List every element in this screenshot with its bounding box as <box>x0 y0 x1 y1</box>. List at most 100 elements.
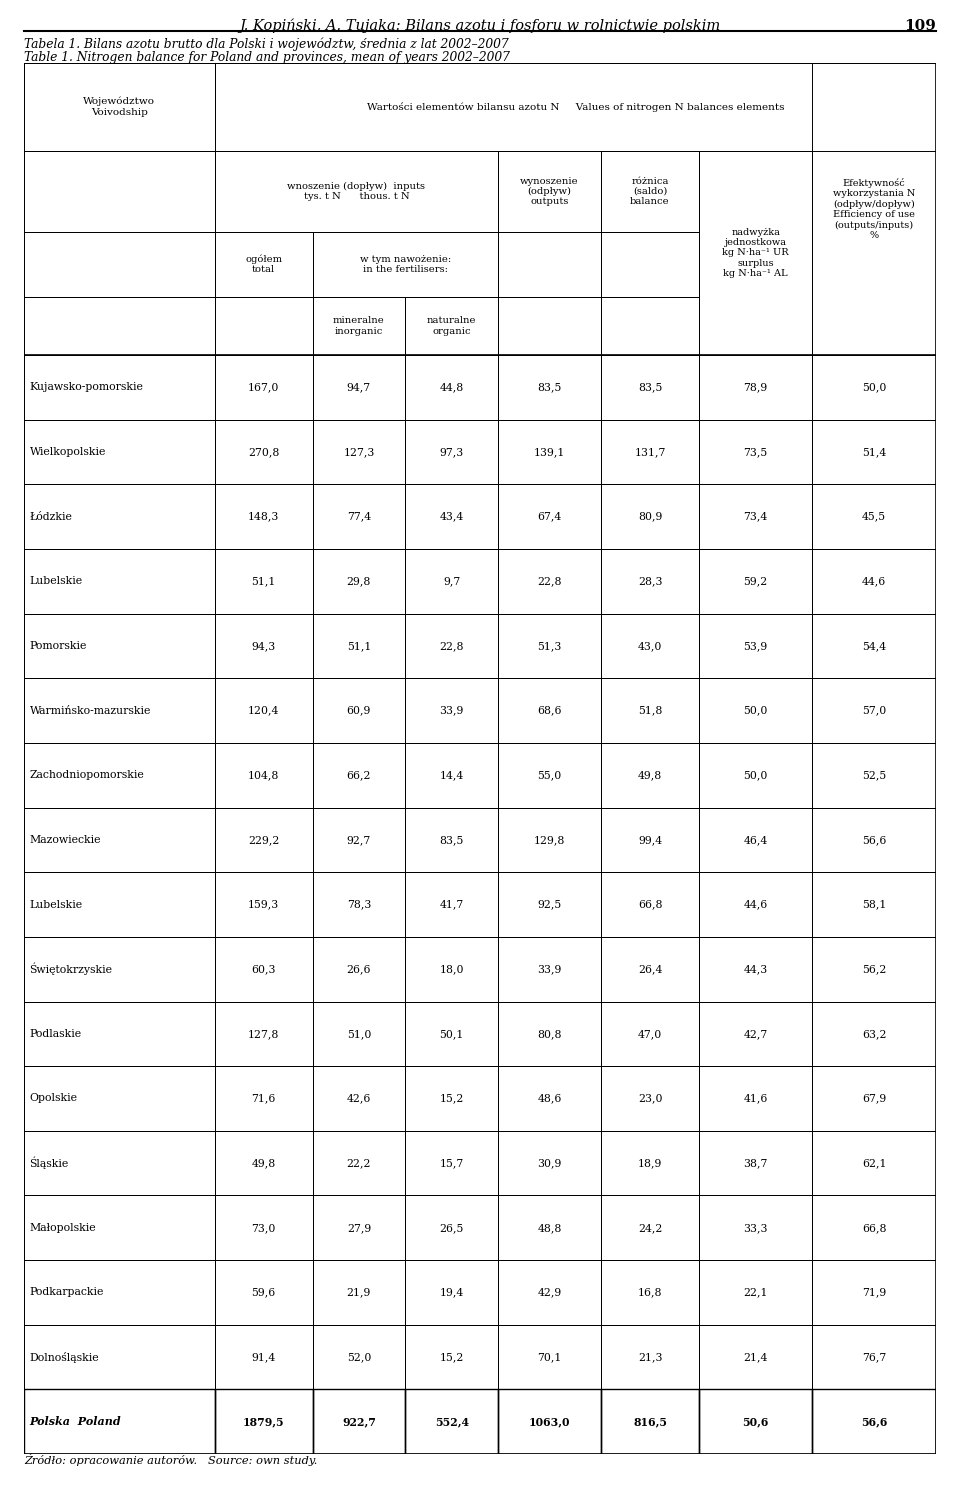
Text: 66,2: 66,2 <box>347 770 372 781</box>
Bar <box>699 613 812 679</box>
Bar <box>812 1325 936 1390</box>
Bar <box>24 679 215 744</box>
Text: Łódzkie: Łódzkie <box>30 511 72 522</box>
Text: 26,5: 26,5 <box>440 1223 464 1232</box>
Bar <box>601 150 699 232</box>
Text: 26,6: 26,6 <box>347 964 372 974</box>
Text: 58,1: 58,1 <box>862 899 886 910</box>
Bar <box>601 744 699 808</box>
Bar <box>24 1325 215 1390</box>
Text: mineralne
inorganic: mineralne inorganic <box>333 316 385 336</box>
Bar <box>498 549 601 613</box>
Text: 18,9: 18,9 <box>637 1159 662 1168</box>
Bar <box>699 808 812 872</box>
Text: 83,5: 83,5 <box>538 382 562 393</box>
Text: Pomorskie: Pomorskie <box>30 642 86 651</box>
Text: 83,5: 83,5 <box>637 382 662 393</box>
Bar <box>601 484 699 549</box>
Bar <box>699 484 812 549</box>
Bar <box>812 484 936 549</box>
Bar <box>601 420 699 484</box>
Bar <box>812 1390 936 1454</box>
Text: 63,2: 63,2 <box>862 1028 886 1039</box>
Text: 44,6: 44,6 <box>744 899 768 910</box>
Text: 22,8: 22,8 <box>538 576 562 586</box>
Bar <box>699 1325 812 1390</box>
Bar <box>215 63 936 150</box>
Bar <box>405 1261 498 1325</box>
Bar <box>24 232 215 297</box>
Bar <box>313 808 405 872</box>
Bar <box>405 808 498 872</box>
Text: 120,4: 120,4 <box>248 706 279 715</box>
Bar <box>699 1066 812 1130</box>
Bar <box>313 484 405 549</box>
Bar <box>313 1196 405 1261</box>
Bar <box>215 1066 313 1130</box>
Bar <box>24 549 215 613</box>
Text: 816,5: 816,5 <box>633 1417 667 1427</box>
Bar <box>601 808 699 872</box>
Text: 91,4: 91,4 <box>252 1352 276 1363</box>
Bar <box>601 1130 699 1196</box>
Text: 42,6: 42,6 <box>347 1093 372 1103</box>
Text: w tym nawożenie:
in the fertilisers:: w tym nawożenie: in the fertilisers: <box>360 255 451 274</box>
Bar <box>405 1196 498 1261</box>
Bar <box>215 808 313 872</box>
Bar <box>812 63 936 355</box>
Text: 51,1: 51,1 <box>252 576 276 586</box>
Bar <box>812 1130 936 1196</box>
Text: 270,8: 270,8 <box>248 447 279 457</box>
Text: 38,7: 38,7 <box>743 1159 768 1168</box>
Bar <box>699 937 812 1001</box>
Text: 1879,5: 1879,5 <box>243 1417 284 1427</box>
Text: 52,5: 52,5 <box>862 770 886 781</box>
Text: Polska  Poland: Polska Poland <box>30 1417 121 1427</box>
Bar <box>215 744 313 808</box>
Text: 42,9: 42,9 <box>538 1288 562 1298</box>
Bar <box>24 872 215 937</box>
Bar <box>601 1196 699 1261</box>
Bar <box>215 549 313 613</box>
Bar <box>699 1261 812 1325</box>
Text: 56,2: 56,2 <box>862 964 886 974</box>
Text: 59,6: 59,6 <box>252 1288 276 1298</box>
Bar <box>24 150 215 232</box>
Bar <box>699 1130 812 1196</box>
Text: 131,7: 131,7 <box>635 447 665 457</box>
Bar <box>24 613 215 679</box>
Text: 148,3: 148,3 <box>248 511 279 522</box>
Bar <box>405 872 498 937</box>
Text: 44,6: 44,6 <box>862 576 886 586</box>
Bar <box>24 355 215 420</box>
Bar <box>812 1196 936 1261</box>
Bar <box>313 232 498 297</box>
Text: Mazowieckie: Mazowieckie <box>30 835 101 845</box>
Text: 62,1: 62,1 <box>862 1159 886 1168</box>
Text: Warmińsko-mazurskie: Warmińsko-mazurskie <box>30 706 151 715</box>
Text: 41,7: 41,7 <box>440 899 464 910</box>
Text: 22,2: 22,2 <box>347 1159 372 1168</box>
Text: 44,8: 44,8 <box>440 382 464 393</box>
Text: 78,3: 78,3 <box>347 899 372 910</box>
Text: 50,0: 50,0 <box>862 382 886 393</box>
Bar <box>699 1196 812 1261</box>
Text: 73,5: 73,5 <box>744 447 768 457</box>
Text: 159,3: 159,3 <box>248 899 279 910</box>
Bar <box>24 744 215 808</box>
Text: 41,6: 41,6 <box>743 1093 768 1103</box>
Text: 139,1: 139,1 <box>534 447 565 457</box>
Text: 23,0: 23,0 <box>637 1093 662 1103</box>
Bar <box>313 1261 405 1325</box>
Text: 27,9: 27,9 <box>347 1223 372 1232</box>
Text: 109: 109 <box>904 19 936 33</box>
Text: 229,2: 229,2 <box>248 835 279 845</box>
Bar <box>405 744 498 808</box>
Bar <box>601 613 699 679</box>
Bar <box>313 613 405 679</box>
Bar <box>601 232 699 297</box>
Text: Tabela 1. Bilans azotu brutto dla Polski i województw, średnia z lat 2002–2007: Tabela 1. Bilans azotu brutto dla Polski… <box>24 37 509 51</box>
Text: 15,7: 15,7 <box>440 1159 464 1168</box>
Text: 66,8: 66,8 <box>862 1223 886 1232</box>
Bar <box>24 63 215 150</box>
